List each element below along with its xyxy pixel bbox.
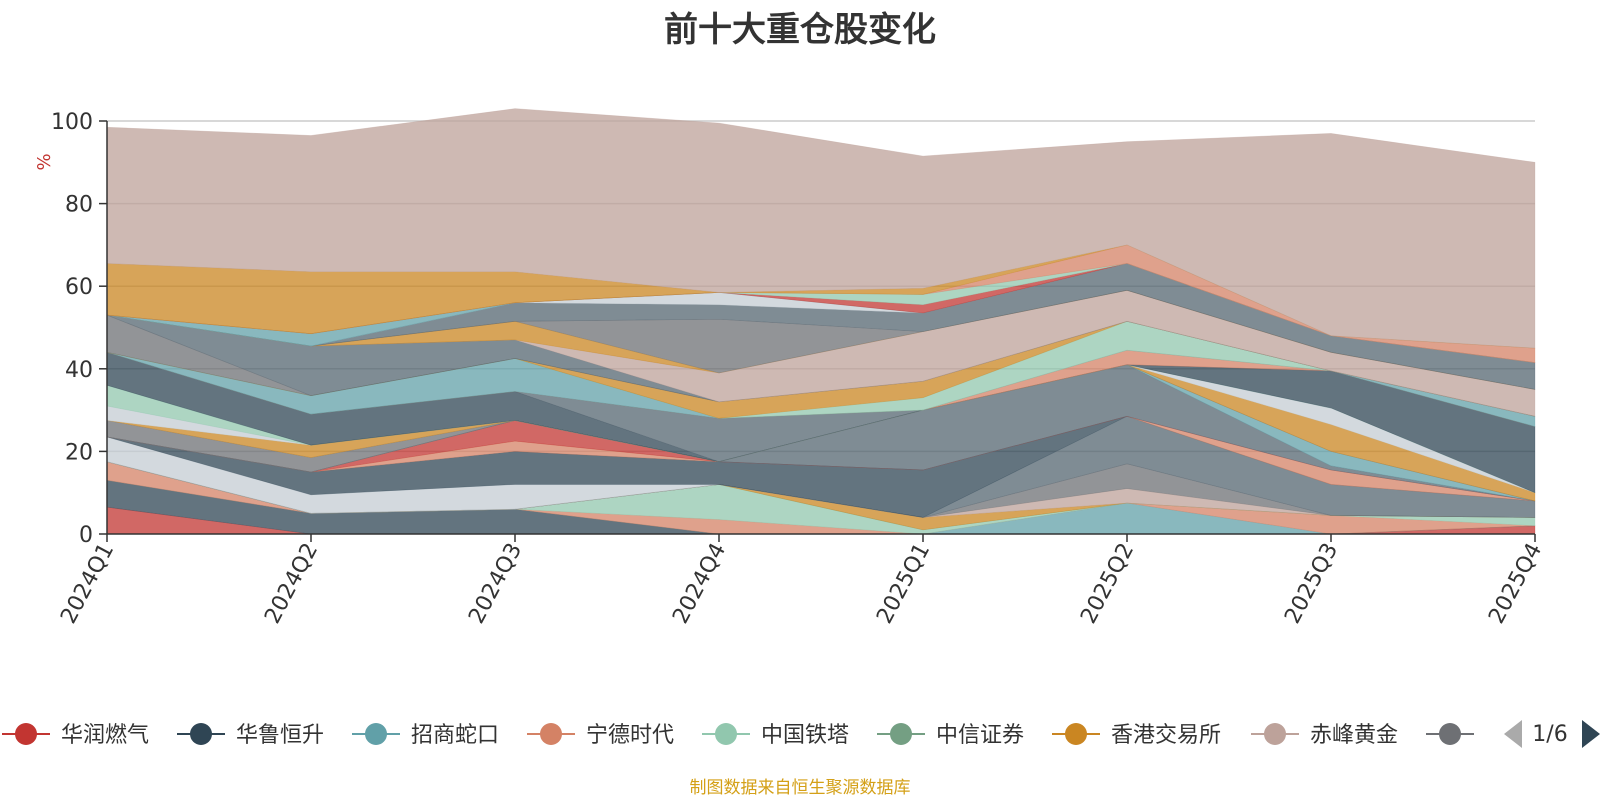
legend-item-5[interactable]: 中信证券 xyxy=(877,723,1024,748)
x-tick-label: 2025Q1 xyxy=(872,539,935,628)
y-tick-label: 100 xyxy=(51,110,93,135)
x-tick-label: 2024Q4 xyxy=(668,539,731,628)
area-series-4 xyxy=(106,461,1536,535)
area-series-38 xyxy=(106,108,1536,349)
legend-item-1[interactable]: 华鲁恒升 xyxy=(177,723,324,748)
y-tick-label: 60 xyxy=(65,275,93,300)
legend-item-0[interactable]: 华润燃气 xyxy=(2,723,149,748)
legend-marker xyxy=(715,723,737,745)
legend-marker xyxy=(15,723,37,745)
x-tick-label: 2025Q3 xyxy=(1280,539,1343,628)
legend-item-6[interactable]: 香港交易所 xyxy=(1052,723,1221,748)
legend-label: 中信证券 xyxy=(936,723,1024,748)
area-series-20 xyxy=(106,351,1536,494)
legend-next-icon[interactable] xyxy=(1582,720,1600,748)
legend-item-7[interactable]: 赤峰黄金 xyxy=(1251,723,1398,748)
area-series-17 xyxy=(106,364,1536,502)
y-tick-label: 80 xyxy=(65,193,93,218)
x-tick-label: 2024Q1 xyxy=(56,539,119,628)
x-tick-label: 2024Q2 xyxy=(260,539,323,628)
y-tick-label: 0 xyxy=(79,523,93,548)
y-axis-label: % xyxy=(34,153,55,170)
y-tick-label: 20 xyxy=(65,440,93,465)
area-series-18 xyxy=(106,364,1536,493)
legend-page-indicator: 1/6 xyxy=(1532,722,1567,747)
area-series xyxy=(106,108,1536,535)
area-series-9 xyxy=(106,415,1536,518)
legend-label: 华润燃气 xyxy=(61,723,149,748)
legend-item-8[interactable] xyxy=(1426,723,1474,745)
legend-item-2[interactable]: 招商蛇口 xyxy=(352,723,499,748)
legend-marker xyxy=(890,723,912,745)
legend: 华润燃气 华鲁恒升 招商蛇口 宁德时代 中国铁塔 中信证券 香港交易所 赤峰黄金 xyxy=(2,723,1474,748)
legend-label: 中国铁塔 xyxy=(761,723,849,748)
legend-label: 招商蛇口 xyxy=(411,723,499,748)
legend-label: 华鲁恒升 xyxy=(236,723,324,748)
legend-marker xyxy=(1439,723,1461,745)
legend-item-3[interactable]: 宁德时代 xyxy=(527,723,674,748)
area-series-37 xyxy=(106,244,1536,349)
legend-marker xyxy=(365,723,387,745)
chart-title: 前十大重仓股变化 xyxy=(664,10,936,50)
source-note: 制图数据来自恒生聚源数据库 xyxy=(689,778,911,798)
legend-marker xyxy=(190,723,212,745)
legend-label: 宁德时代 xyxy=(586,723,674,748)
x-tick-label: 2025Q4 xyxy=(1484,539,1547,628)
legend-item-4[interactable]: 中国铁塔 xyxy=(702,723,849,748)
legend-marker xyxy=(1065,723,1087,745)
legend-label: 赤峰黄金 xyxy=(1310,723,1398,748)
legend-label: 香港交易所 xyxy=(1111,723,1221,748)
legend-marker xyxy=(1264,723,1286,745)
legend-pager: 1/6 xyxy=(1504,720,1600,748)
x-tick-label: 2024Q3 xyxy=(464,539,527,628)
legend-marker xyxy=(540,723,562,745)
legend-prev-icon[interactable] xyxy=(1504,720,1522,748)
y-tick-label: 40 xyxy=(65,358,93,383)
x-tick-label: 2025Q2 xyxy=(1076,539,1139,628)
